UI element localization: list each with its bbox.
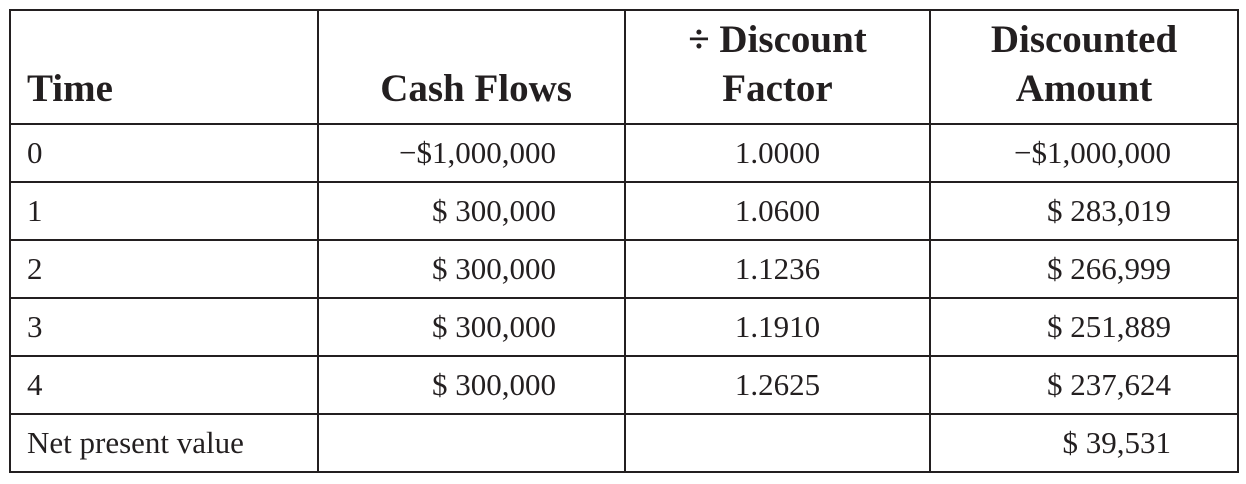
cell-time: 0 [9,123,319,183]
header-row: Time Cash Flows ÷ Discount Factor Discou… [9,9,1239,125]
header-cash-flows: Cash Flows [317,9,626,125]
npv-table: Time Cash Flows ÷ Discount Factor Discou… [9,9,1239,473]
cell-time: 4 [9,355,319,415]
table-row: 2 $ 300,000 1.1236 $ 266,999 [9,239,1239,299]
header-discount-factor: ÷ Discount Factor [624,9,931,125]
cell-discounted-amount: $ 251,889 [929,297,1239,357]
cell-discount-factor: 1.0000 [624,123,931,183]
table-body: 0 −$1,000,000 1.0000 −$1,000,000 1 $ 300… [9,123,1239,473]
cell-cash-flow: $ 300,000 [317,239,626,299]
cell-time: 3 [9,297,319,357]
cell-discount-factor: 1.1236 [624,239,931,299]
table-row: 0 −$1,000,000 1.0000 −$1,000,000 [9,123,1239,183]
cell-discounted-amount: $ 237,624 [929,355,1239,415]
cell-cash-flow: $ 300,000 [317,181,626,241]
total-cash-flow [317,413,626,473]
table-header: Time Cash Flows ÷ Discount Factor Discou… [9,9,1239,125]
cell-discounted-amount: $ 266,999 [929,239,1239,299]
cell-time: 2 [9,239,319,299]
cell-time: 1 [9,181,319,241]
cell-discounted-amount: $ 283,019 [929,181,1239,241]
total-discount-factor [624,413,931,473]
cell-discount-factor: 1.1910 [624,297,931,357]
cell-discounted-amount: −$1,000,000 [929,123,1239,183]
cell-discount-factor: 1.0600 [624,181,931,241]
cell-cash-flow: $ 300,000 [317,355,626,415]
header-time: Time [9,9,319,125]
total-label: Net present value [9,413,319,473]
cell-cash-flow: −$1,000,000 [317,123,626,183]
cell-discount-factor: 1.2625 [624,355,931,415]
table-row: 1 $ 300,000 1.0600 $ 283,019 [9,181,1239,241]
header-discounted-amount: Discounted Amount [929,9,1239,125]
table-row: 3 $ 300,000 1.1910 $ 251,889 [9,297,1239,357]
cell-cash-flow: $ 300,000 [317,297,626,357]
net-present-value: $ 39,531 [929,413,1239,473]
table-row: 4 $ 300,000 1.2625 $ 237,624 [9,355,1239,415]
total-row: Net present value $ 39,531 [9,413,1239,473]
